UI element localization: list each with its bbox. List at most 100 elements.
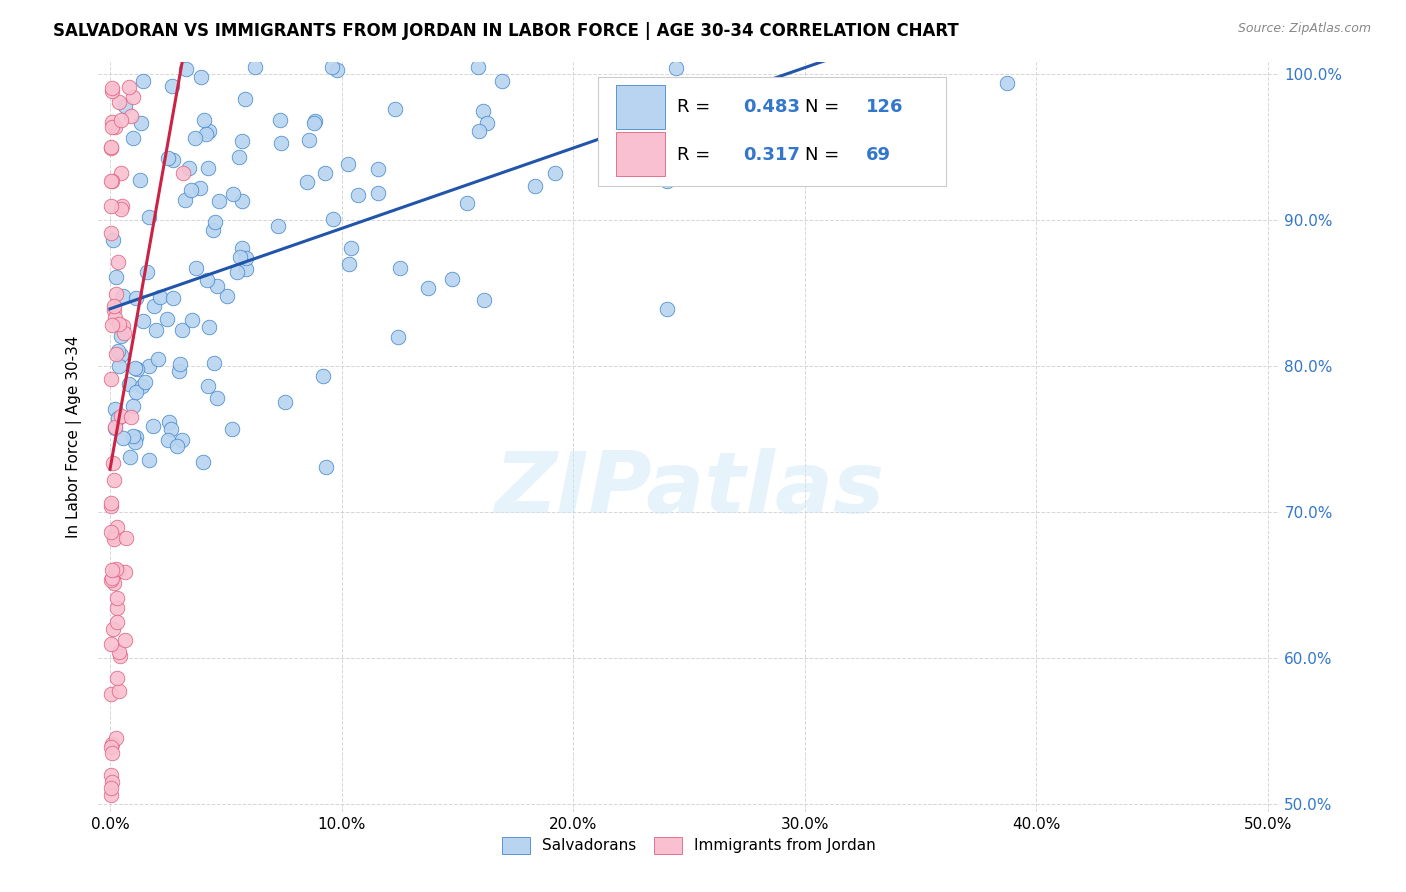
Point bbox=[103, 302, 125, 317]
Point bbox=[108, 648, 131, 663]
Text: N =: N = bbox=[804, 98, 845, 116]
Point bbox=[169, 358, 191, 372]
Point bbox=[172, 166, 194, 180]
Point bbox=[100, 500, 122, 514]
Point bbox=[543, 167, 565, 181]
Point bbox=[107, 591, 129, 606]
Point bbox=[314, 166, 336, 180]
Point bbox=[128, 173, 150, 187]
Point bbox=[100, 140, 122, 154]
Point bbox=[193, 455, 215, 469]
Point bbox=[100, 141, 122, 155]
Point bbox=[367, 186, 389, 200]
Point bbox=[125, 430, 148, 444]
Point bbox=[172, 323, 194, 337]
FancyBboxPatch shape bbox=[598, 78, 946, 186]
Point bbox=[131, 378, 153, 392]
Point bbox=[125, 384, 148, 399]
Point bbox=[166, 439, 188, 453]
Point bbox=[599, 168, 621, 182]
Point bbox=[104, 562, 127, 576]
Point bbox=[100, 767, 122, 781]
Point bbox=[198, 124, 221, 138]
Point bbox=[181, 313, 204, 327]
Point bbox=[472, 293, 495, 307]
Point bbox=[326, 62, 349, 77]
Point bbox=[270, 136, 292, 150]
Point bbox=[304, 116, 326, 130]
Point bbox=[207, 391, 229, 405]
Point bbox=[267, 219, 290, 234]
Point bbox=[101, 318, 124, 333]
Point bbox=[186, 260, 208, 275]
Point bbox=[202, 356, 225, 370]
Point bbox=[132, 74, 155, 88]
Point bbox=[195, 273, 218, 287]
Point bbox=[162, 291, 184, 305]
Point bbox=[100, 687, 122, 701]
Point bbox=[100, 739, 122, 754]
Point bbox=[111, 199, 134, 213]
Point bbox=[157, 415, 180, 429]
Point bbox=[103, 456, 125, 470]
Point bbox=[103, 299, 125, 313]
Point bbox=[145, 323, 167, 337]
Point bbox=[440, 271, 463, 285]
Legend: Salvadorans, Immigrants from Jordan: Salvadorans, Immigrants from Jordan bbox=[496, 830, 882, 860]
Point bbox=[298, 133, 321, 147]
Point bbox=[101, 571, 124, 585]
Point bbox=[226, 265, 249, 279]
Point bbox=[104, 420, 127, 434]
Point bbox=[655, 174, 678, 188]
Point bbox=[110, 348, 132, 362]
Y-axis label: In Labor Force | Age 30-34: In Labor Force | Age 30-34 bbox=[66, 335, 83, 539]
Point bbox=[103, 575, 125, 590]
Point bbox=[120, 109, 142, 123]
Point bbox=[995, 76, 1018, 90]
Point bbox=[468, 124, 491, 138]
Point bbox=[101, 115, 124, 129]
Point bbox=[138, 359, 160, 373]
Point bbox=[142, 299, 165, 313]
Point bbox=[336, 157, 359, 171]
Point bbox=[367, 162, 389, 177]
Point bbox=[274, 394, 297, 409]
Point bbox=[110, 166, 132, 180]
Point bbox=[523, 179, 546, 194]
Point bbox=[221, 422, 243, 436]
Point bbox=[208, 194, 231, 208]
Point bbox=[101, 174, 124, 188]
Point bbox=[122, 90, 145, 104]
Point bbox=[107, 410, 129, 425]
Point bbox=[100, 120, 122, 134]
Point bbox=[389, 260, 412, 275]
Point bbox=[111, 431, 134, 445]
Point bbox=[387, 330, 409, 344]
Point bbox=[112, 326, 135, 341]
Text: N =: N = bbox=[804, 145, 845, 163]
Point bbox=[100, 525, 122, 540]
Point bbox=[491, 74, 513, 88]
Point bbox=[184, 130, 207, 145]
Point bbox=[231, 134, 253, 148]
Point bbox=[173, 193, 195, 207]
Text: SALVADORAN VS IMMIGRANTS FROM JORDAN IN LABOR FORCE | AGE 30-34 CORRELATION CHAR: SALVADORAN VS IMMIGRANTS FROM JORDAN IN … bbox=[53, 22, 959, 40]
Point bbox=[100, 737, 122, 751]
Point bbox=[149, 290, 172, 304]
Point bbox=[104, 402, 127, 417]
Point bbox=[134, 375, 156, 389]
Point bbox=[142, 418, 165, 433]
Point bbox=[103, 233, 125, 247]
Point bbox=[235, 261, 257, 276]
Text: ZIPatlas: ZIPatlas bbox=[494, 448, 884, 531]
Point bbox=[118, 377, 141, 392]
Point bbox=[110, 112, 132, 127]
Point bbox=[114, 632, 136, 647]
Point bbox=[105, 520, 128, 534]
Point bbox=[162, 153, 184, 168]
Point bbox=[100, 199, 122, 213]
Point bbox=[312, 368, 335, 383]
Point bbox=[665, 61, 688, 75]
Point bbox=[125, 361, 148, 376]
Point bbox=[193, 113, 215, 128]
